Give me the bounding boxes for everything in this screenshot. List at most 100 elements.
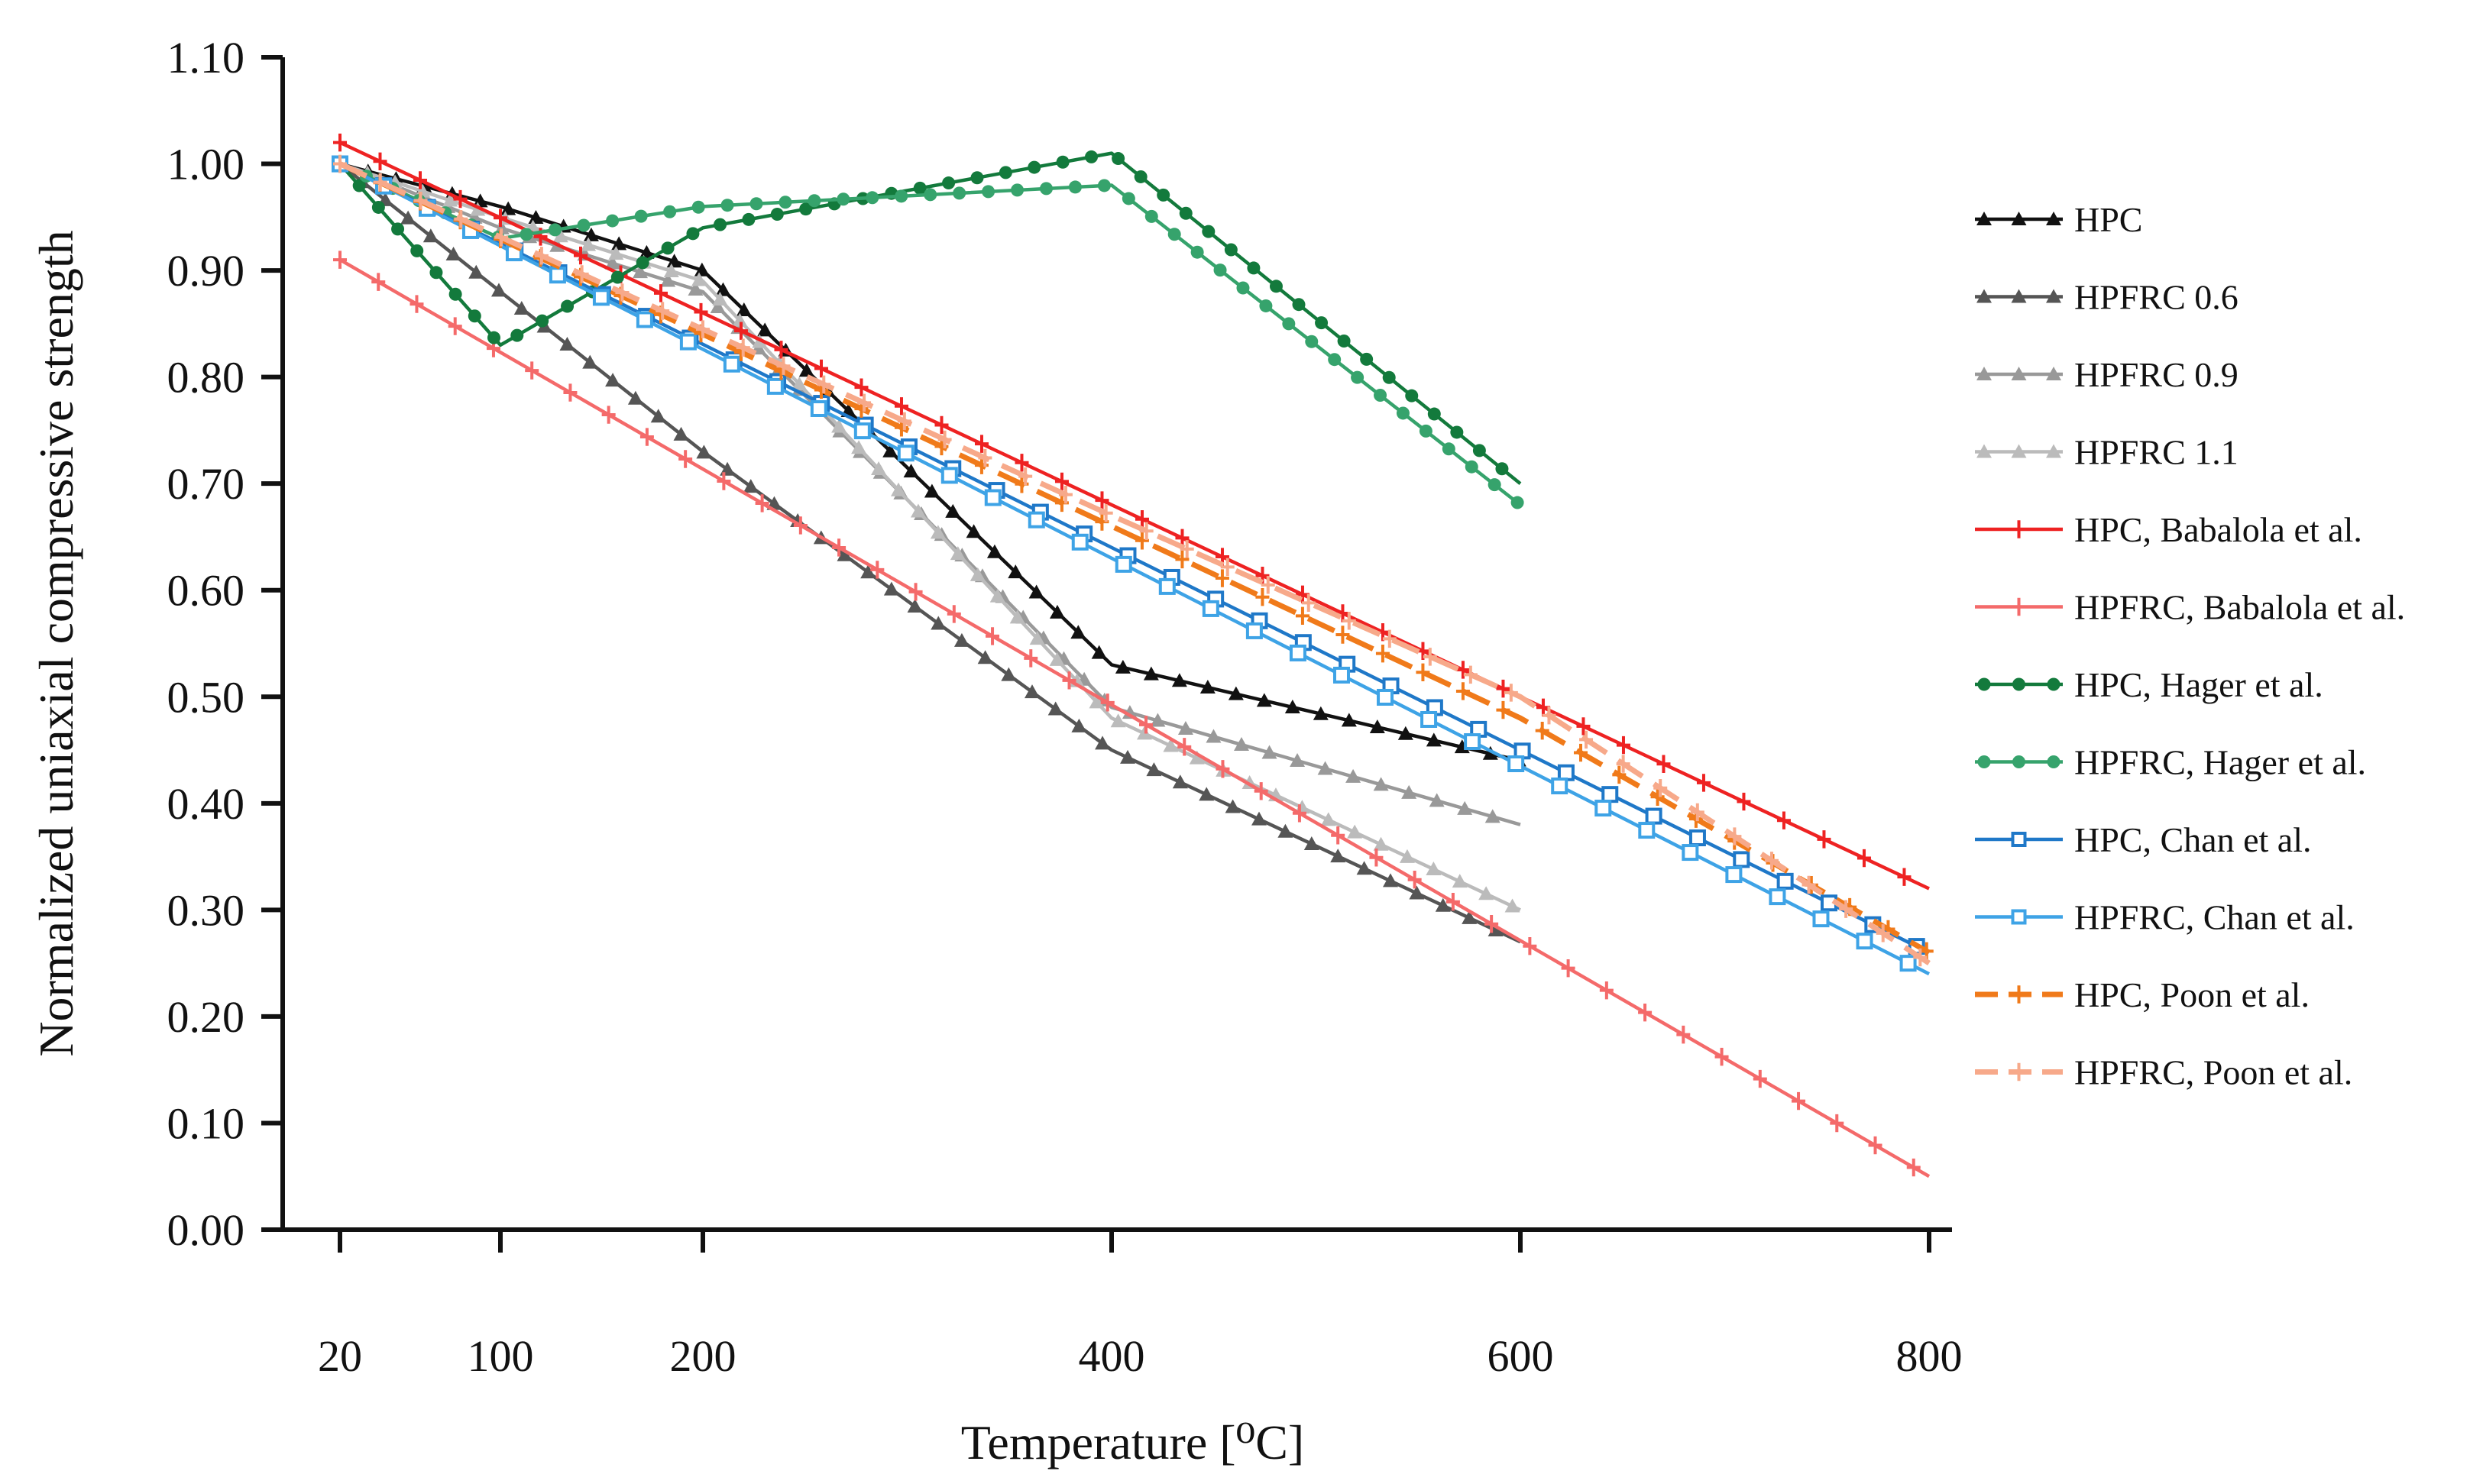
triangle-marker — [1482, 745, 1498, 760]
square-marker — [1733, 851, 1750, 868]
plus-marker — [1906, 1158, 1921, 1177]
triangle-marker — [1462, 910, 1478, 924]
circle-marker — [866, 191, 879, 205]
circle-marker — [410, 244, 424, 257]
triangle-marker — [1429, 793, 1445, 807]
circle-marker — [1977, 755, 1991, 768]
plus-marker — [1331, 826, 1345, 845]
circle-marker — [1450, 425, 1464, 439]
circle-marker — [1337, 334, 1351, 348]
plus-marker — [1175, 550, 1190, 569]
circle-marker — [661, 241, 675, 255]
triangle-marker — [1199, 787, 1215, 801]
plus-marker — [1542, 706, 1556, 725]
triangle-marker — [910, 503, 926, 518]
legend-item: HPFRC 0.9 — [1975, 355, 2239, 394]
circle-marker — [429, 266, 443, 280]
circle-marker — [1382, 370, 1396, 384]
triangle-marker — [1401, 784, 1417, 799]
triangle-marker — [1047, 701, 1063, 716]
plus-marker — [1177, 738, 1192, 756]
plus-marker — [1099, 504, 1113, 522]
circle-marker — [1374, 389, 1387, 403]
square-marker — [1420, 710, 1438, 728]
triangle-marker — [2011, 367, 2027, 380]
plus-marker — [1180, 540, 1194, 558]
circle-marker — [510, 328, 524, 342]
plus-marker — [1576, 717, 1591, 736]
square-marker — [1645, 807, 1662, 825]
plus-marker — [494, 228, 509, 247]
triangle-marker — [970, 567, 986, 581]
triangle-marker — [883, 581, 899, 596]
plus-marker — [717, 472, 731, 490]
plus-marker — [1496, 700, 1510, 719]
square-marker — [1071, 533, 1089, 551]
triangle-marker — [931, 616, 947, 630]
legend-label: HPC, Chan et al. — [2074, 820, 2311, 859]
square-marker — [1812, 910, 1830, 928]
square-marker — [1688, 829, 1706, 846]
square-marker — [1289, 644, 1306, 661]
plus-marker — [1653, 779, 1668, 797]
y-tick-label: 0.50 — [167, 672, 245, 722]
plus-marker — [1616, 736, 1630, 755]
legend-item: HPC, Hager et al. — [1975, 665, 2323, 704]
plus-marker — [974, 435, 989, 453]
circle-marker — [982, 185, 995, 199]
plus-marker — [1616, 755, 1630, 773]
triangle-marker — [1976, 444, 1992, 458]
square-marker — [940, 467, 958, 484]
series-line — [333, 154, 1931, 967]
plus-marker — [2012, 597, 2026, 616]
circle-marker — [999, 166, 1012, 179]
square-marker — [1158, 577, 1176, 595]
circle-marker — [1315, 316, 1329, 330]
triangle-marker — [1303, 836, 1319, 850]
circle-marker — [1144, 209, 1158, 223]
plus-marker — [1342, 612, 1356, 630]
triangle-marker — [611, 236, 627, 251]
plus-marker — [575, 265, 589, 283]
triangle-marker — [691, 272, 707, 286]
plus-marker — [639, 428, 654, 446]
series-path — [338, 151, 1522, 485]
plus-marker — [814, 359, 828, 378]
triangle-marker — [871, 461, 887, 476]
circle-marker — [2012, 755, 2025, 768]
triangle-marker — [986, 544, 1002, 558]
plus-marker — [1382, 629, 1397, 648]
triangle-marker — [1382, 873, 1398, 887]
triangle-marker — [1484, 809, 1500, 823]
legend-label: HPFRC 0.6 — [2074, 278, 2239, 317]
square-marker — [592, 289, 610, 306]
triangle-marker — [604, 255, 620, 270]
circle-marker — [1442, 442, 1455, 456]
circle-marker — [779, 196, 792, 209]
circle-marker — [1396, 406, 1410, 420]
plus-marker — [1139, 522, 1154, 541]
triangle-marker — [792, 377, 808, 391]
circle-marker — [895, 189, 908, 203]
triangle-marker — [1136, 726, 1152, 740]
circle-marker — [1167, 228, 1181, 241]
circle-marker — [1190, 245, 1204, 259]
triangle-marker — [1009, 609, 1025, 624]
triangle-marker — [472, 193, 488, 208]
triangle-marker — [633, 264, 649, 279]
circle-marker — [1977, 677, 1991, 691]
triangle-marker — [1177, 721, 1193, 736]
triangle-marker — [903, 464, 919, 478]
triangle-marker — [798, 363, 814, 377]
triangle-marker — [1228, 686, 1244, 700]
triangle-marker — [1341, 713, 1357, 727]
plus-marker — [1416, 663, 1430, 681]
triangle-marker — [1452, 874, 1468, 888]
plus-marker — [776, 357, 791, 375]
triangle-marker — [1256, 693, 1272, 707]
legend-item: HPFRC, Chan et al. — [1975, 898, 2355, 937]
square-marker — [1856, 933, 1873, 950]
circle-marker — [1179, 206, 1193, 220]
triangle-marker — [1122, 705, 1138, 719]
circle-marker — [1510, 496, 1524, 509]
